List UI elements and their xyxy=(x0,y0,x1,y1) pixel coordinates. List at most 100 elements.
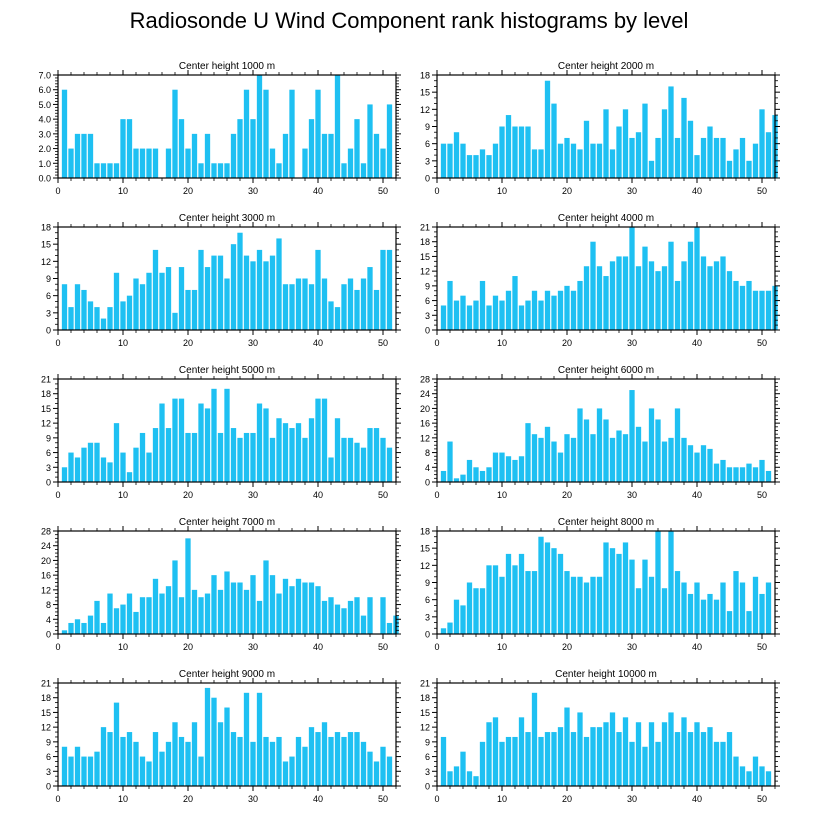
histogram-bar xyxy=(648,408,655,482)
histogram-bar xyxy=(263,560,269,634)
histogram-bar xyxy=(367,751,373,786)
y-tick-label: 12 xyxy=(420,561,430,571)
y-tick-label: 15 xyxy=(41,404,51,414)
histogram-bar xyxy=(473,776,479,786)
histogram-bar xyxy=(87,442,94,482)
histogram-bar xyxy=(139,148,146,178)
histogram-bar xyxy=(544,426,551,482)
histogram-bar xyxy=(224,388,230,482)
x-tick-label: 0 xyxy=(434,490,439,500)
histogram-bar xyxy=(334,307,341,330)
histogram-bar xyxy=(354,597,360,634)
histogram-bar xyxy=(185,741,191,786)
x-tick-label: 50 xyxy=(378,642,388,652)
histogram-bar xyxy=(726,611,733,634)
panel-9: Center height 9000 m 0 3 6 9 12 15 18 21 0 10 20 30 4… xyxy=(41,669,401,804)
y-tick-label: 4 xyxy=(46,615,51,625)
histogram-bar xyxy=(642,559,648,634)
histogram-bar xyxy=(531,692,538,786)
x-tick-label: 10 xyxy=(497,794,507,804)
x-tick-label: 40 xyxy=(692,186,702,196)
y-tick-label: 3 xyxy=(425,156,430,166)
x-tick-label: 20 xyxy=(562,642,572,652)
histogram-bar xyxy=(577,280,583,330)
histogram-bar xyxy=(230,732,237,786)
x-tick-label: 0 xyxy=(55,490,60,500)
histogram-bar xyxy=(512,126,518,178)
panel-title: Center height 2000 m xyxy=(558,61,654,72)
histogram-bar xyxy=(720,741,726,786)
histogram-bar xyxy=(460,605,466,634)
histogram-bar xyxy=(668,241,674,330)
histogram-bar xyxy=(165,267,172,330)
histogram-bar xyxy=(321,722,328,786)
y-tick-label: 21 xyxy=(420,679,430,689)
histogram-bar xyxy=(315,89,321,178)
histogram-bar xyxy=(386,622,393,634)
histogram-bar xyxy=(321,278,328,330)
y-tick-label: 3 xyxy=(46,463,51,473)
histogram-bar xyxy=(648,576,655,634)
histogram-bar xyxy=(642,103,648,178)
histogram-bar xyxy=(700,256,707,330)
histogram-bar xyxy=(629,227,635,330)
histogram-bar xyxy=(94,163,100,178)
histogram-bar xyxy=(113,608,120,634)
histogram-bar xyxy=(120,452,126,482)
histogram-bar xyxy=(185,432,191,482)
histogram-bar xyxy=(479,470,486,482)
histogram-bar xyxy=(347,437,354,482)
histogram-bar xyxy=(133,148,139,178)
histogram-bar xyxy=(505,290,512,330)
histogram-bar xyxy=(347,148,354,178)
histogram-bar xyxy=(486,305,492,330)
histogram-bar xyxy=(447,622,453,634)
histogram-bar xyxy=(152,428,159,482)
y-tick-label: 24 xyxy=(420,389,430,399)
histogram-bar xyxy=(739,285,746,330)
histogram-bar xyxy=(302,148,308,178)
x-tick-label: 10 xyxy=(118,186,128,196)
histogram-bar xyxy=(609,437,616,482)
histogram-bar xyxy=(146,597,152,634)
x-tick-label: 0 xyxy=(434,338,439,348)
histogram-bar xyxy=(492,717,499,786)
histogram-bar xyxy=(230,428,237,482)
y-tick-label: 18 xyxy=(41,693,51,703)
histogram-bar xyxy=(583,120,590,178)
histogram-bar xyxy=(126,472,133,482)
histogram-bar xyxy=(276,238,282,330)
x-tick-label: 40 xyxy=(313,338,323,348)
histogram-bar xyxy=(152,578,159,634)
x-tick-label: 50 xyxy=(757,186,767,196)
histogram-bar xyxy=(460,751,466,786)
histogram-bar xyxy=(198,403,204,482)
histogram-bar xyxy=(752,756,759,786)
x-tick-label: 30 xyxy=(627,642,637,652)
histogram-bar xyxy=(191,722,198,786)
histogram-bar xyxy=(321,133,328,178)
histogram-bar xyxy=(681,261,687,330)
histogram-bar xyxy=(603,276,609,330)
histogram-bar xyxy=(282,761,289,786)
histogram-bar xyxy=(583,419,590,482)
histogram-bar xyxy=(486,565,492,634)
y-tick-label: 5.0 xyxy=(38,100,51,110)
histogram-bar xyxy=(68,452,74,482)
histogram-bar xyxy=(61,746,68,786)
histogram-bar xyxy=(87,756,94,786)
histogram-bar xyxy=(373,289,380,330)
histogram-bar xyxy=(603,109,609,178)
panel-title: Center height 1000 m xyxy=(179,61,275,72)
histogram-bar xyxy=(328,736,334,786)
histogram-bar xyxy=(308,727,315,786)
y-tick-label: 6 xyxy=(46,291,51,301)
histogram-bar xyxy=(746,611,752,634)
histogram-bar xyxy=(94,442,100,482)
histogram-bar xyxy=(204,267,211,330)
histogram-bar xyxy=(629,559,635,634)
histogram-bar xyxy=(674,137,681,178)
histogram-bar xyxy=(302,746,308,786)
y-tick-label: 18 xyxy=(420,693,430,703)
histogram-bar xyxy=(172,312,178,330)
